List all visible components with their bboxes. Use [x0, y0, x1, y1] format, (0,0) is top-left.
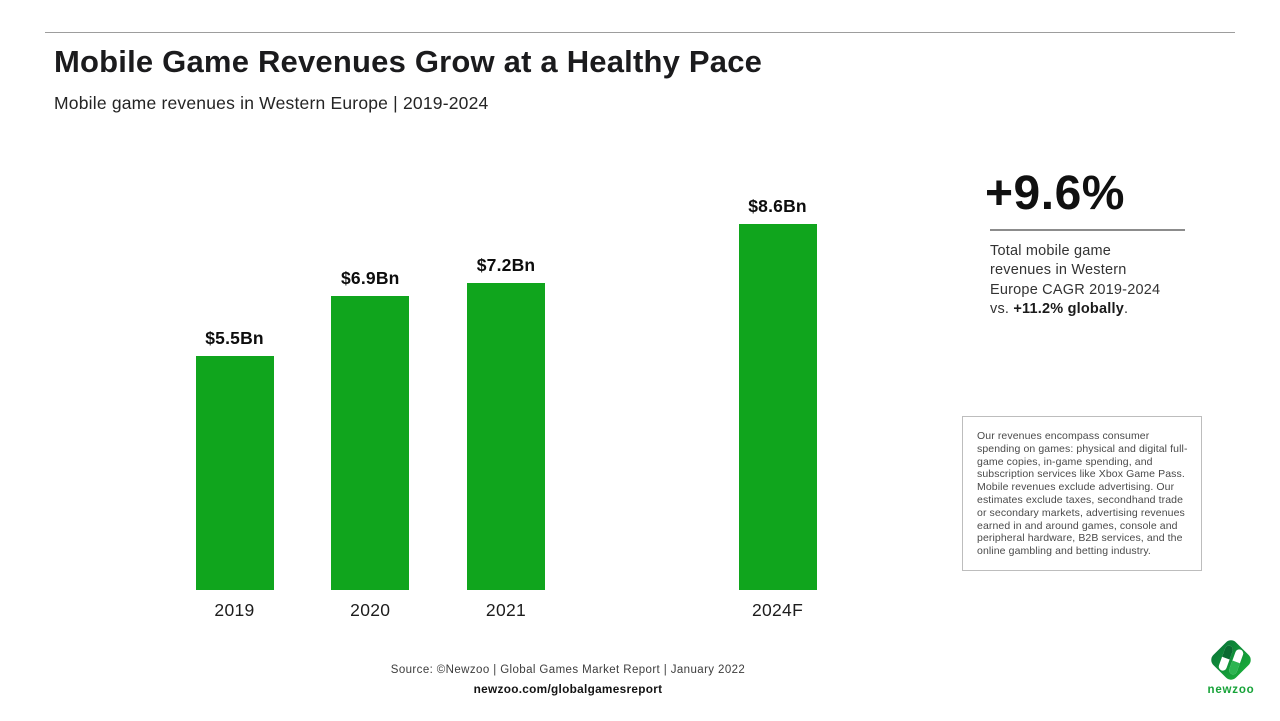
cagr-headline: +9.6% [985, 167, 1125, 220]
newzoo-wordmark: newzoo [1207, 684, 1255, 696]
bar-value-label-2024F: $8.6Bn [748, 196, 807, 216]
bar-2020 [331, 296, 410, 590]
cagr-global-value: +11.2% globally [1013, 301, 1124, 318]
x-axis-label-2019: 2019 [214, 600, 255, 620]
cagr-description-period: . [1123, 301, 1129, 318]
cagr-divider [990, 228, 1185, 231]
bar-value-label-2020: $6.9Bn [340, 268, 400, 288]
x-axis-label-2021: 2021 [485, 600, 527, 620]
source-attribution: Source: ©Newzoo | Global Games Market Re… [390, 664, 746, 676]
bar-2019 [195, 356, 274, 590]
x-axis-label-2020: 2020 [350, 600, 391, 620]
page-title: Mobile Game Revenues Grow at a Healthy P… [54, 44, 763, 79]
methodology-note: Our revenues encompass consumer spending… [962, 416, 1202, 571]
cagr-description-text: Total mobile game revenues in Western Eu… [990, 242, 1161, 318]
bar-2024F [738, 224, 817, 590]
page-subtitle: Mobile game revenues in Western Europe |… [54, 93, 489, 113]
top-divider [45, 32, 1235, 33]
x-axis-label-2024F: 2024F [751, 600, 804, 620]
bar-value-label-2021: $7.2Bn [476, 255, 536, 275]
cagr-panel: +9.6% Total mobile game revenues in West… [985, 167, 1195, 320]
newzoo-diamond-icon [1211, 640, 1251, 680]
report-link[interactable]: newzoo.com/globalgamesreport [473, 682, 663, 696]
bar-2021 [467, 283, 545, 590]
newzoo-logo: newzoo [1202, 637, 1260, 696]
cagr-description: Total mobile game revenues in Western Eu… [990, 242, 1172, 320]
bar-value-label-2019: $5.5Bn [205, 328, 264, 348]
